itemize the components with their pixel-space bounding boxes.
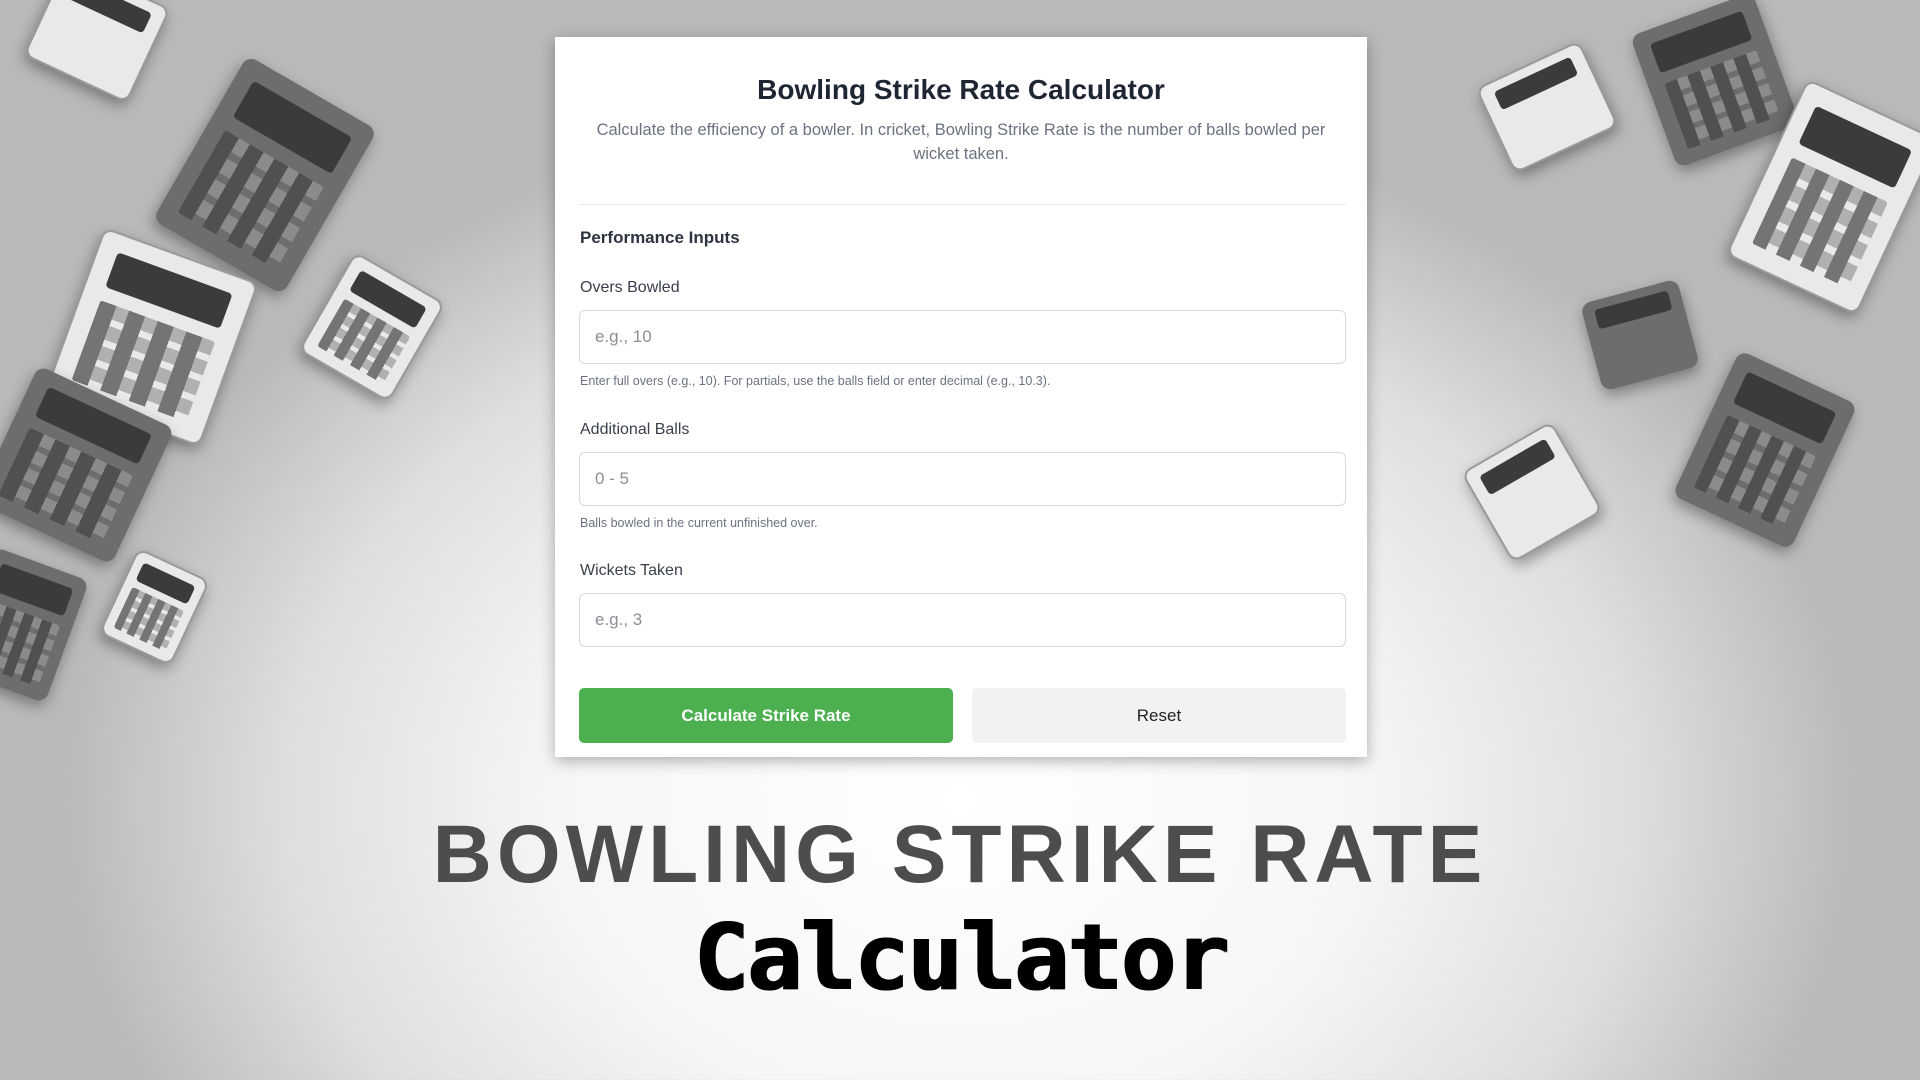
calculate-button[interactable]: Calculate Strike Rate	[579, 688, 953, 743]
additional-balls-input[interactable]	[579, 452, 1346, 506]
overs-bowled-label: Overs Bowled	[580, 279, 680, 296]
wickets-taken-input[interactable]	[579, 593, 1346, 647]
calculator-image	[1475, 40, 1619, 174]
reset-button[interactable]: Reset	[972, 688, 1346, 743]
calculator-image	[1580, 278, 1700, 392]
calculator-image	[1460, 420, 1604, 564]
wickets-taken-label: Wickets Taken	[580, 562, 683, 579]
calculator-image	[98, 547, 211, 667]
overs-bowled-help: Enter full overs (e.g., 10). For partial…	[580, 374, 1051, 388]
calculator-image	[0, 546, 90, 704]
calculator-image	[23, 0, 171, 104]
banner-subheadline: Calculator	[693, 904, 1229, 1011]
divider	[580, 204, 1346, 205]
additional-balls-label: Additional Balls	[580, 421, 690, 438]
calculator-image	[1672, 350, 1858, 550]
calculator-image	[298, 251, 446, 403]
banner-headline: BOWLING STRIKE RATE	[432, 809, 1488, 900]
additional-balls-help: Balls bowled in the current unfinished o…	[580, 516, 818, 530]
card-title: Bowling Strike Rate Calculator	[757, 74, 1165, 105]
card-description: Calculate the efficiency of a bowler. In…	[596, 121, 1326, 163]
section-title: Performance Inputs	[580, 228, 740, 247]
calculator-image	[1629, 0, 1801, 169]
calculator-card: Bowling Strike Rate Calculator Calculate…	[555, 37, 1367, 757]
overs-bowled-input[interactable]	[579, 310, 1346, 364]
